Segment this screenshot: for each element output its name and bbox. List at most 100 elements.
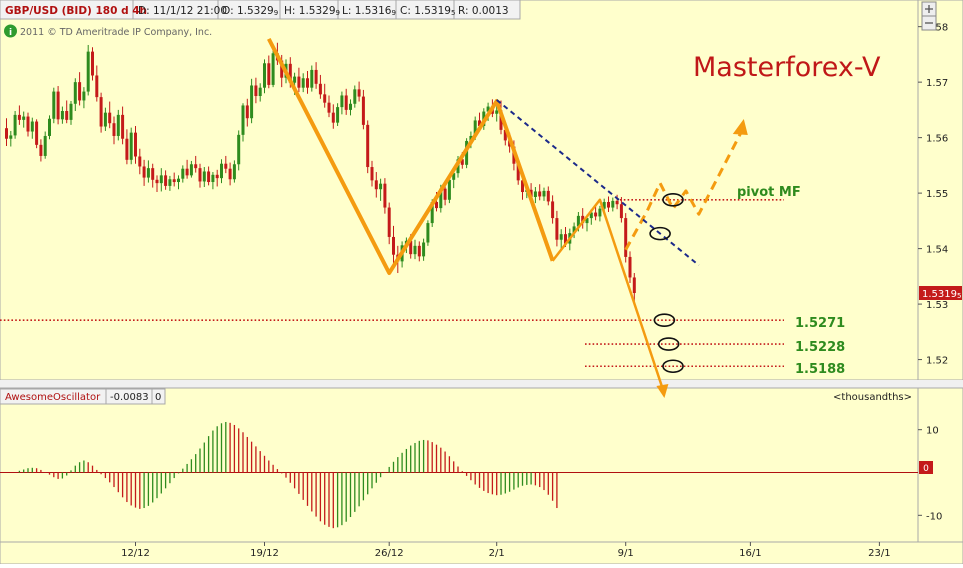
candle-body: [30, 121, 34, 132]
candle-body: [624, 218, 628, 257]
time-tick-label: 23/1: [868, 548, 890, 559]
candle-body: [65, 110, 69, 120]
candle-body: [185, 168, 189, 176]
candle-body: [211, 174, 215, 183]
candle-body: [301, 78, 305, 88]
candle-body: [383, 183, 387, 208]
candle-body: [533, 191, 537, 198]
candle-body: [189, 164, 193, 176]
candle-body: [91, 51, 94, 76]
candle-body: [607, 201, 610, 208]
candle-body: [349, 103, 352, 110]
copyright-text: 2011 © TD Ameritrade IP Company, Inc.: [20, 27, 212, 38]
candle-body: [5, 128, 8, 139]
time-tick-label: 19/12: [250, 548, 279, 559]
candle-body: [306, 78, 309, 88]
candle-body: [78, 82, 82, 101]
zoom-buttons[interactable]: [921, 1, 937, 31]
candle-body: [82, 91, 86, 101]
panel-separator: [0, 380, 963, 388]
price-tick-label: 1.55: [926, 189, 948, 200]
candle-body: [86, 51, 90, 92]
candle-body: [344, 95, 348, 110]
level-marker-ellipse: [657, 337, 680, 351]
candle-body: [288, 63, 292, 83]
candle-body: [327, 102, 331, 113]
oscillator-value: -0.0083: [110, 392, 149, 403]
candle-body: [594, 212, 598, 217]
candle-body: [602, 201, 606, 209]
price-tick-label: 1.53: [926, 300, 948, 311]
level-label-1: 1.5271: [795, 316, 845, 331]
candle-body: [598, 208, 602, 217]
candle-body: [585, 218, 589, 224]
candle-body: [469, 135, 473, 141]
candle-body: [22, 116, 26, 120]
candle-body: [293, 76, 297, 83]
candle-body: [198, 168, 202, 182]
price-tick-label: 1.57: [926, 78, 948, 89]
candle-body: [168, 179, 172, 186]
candle-body: [323, 94, 327, 103]
candle-body: [426, 223, 430, 243]
candle-body: [361, 96, 365, 125]
price-axis: [917, 0, 963, 381]
candle-body: [129, 132, 133, 160]
candle-body: [392, 236, 395, 255]
candle-body: [69, 103, 73, 120]
candle-body: [228, 168, 232, 180]
candle-body: [336, 107, 340, 123]
candle-body: [60, 110, 64, 120]
trend-line: [496, 99, 700, 267]
candle-body: [112, 123, 116, 136]
candle-body: [134, 132, 137, 157]
candle-body: [254, 85, 258, 97]
candle-body: [232, 164, 236, 180]
oscillator-zero: 0: [155, 392, 161, 403]
symbol-label[interactable]: GBP/USD (BID) 180 d 4h: [5, 5, 147, 17]
candle-body: [297, 76, 301, 88]
wave-continuation: [551, 198, 666, 395]
candle-body: [271, 53, 275, 85]
candle-body: [572, 226, 576, 234]
candle-body: [628, 256, 632, 278]
projection-path: [624, 130, 744, 251]
candle-body: [172, 179, 176, 183]
candle-body: [116, 114, 120, 136]
candle-body: [245, 105, 249, 119]
info-icon[interactable]: i: [4, 24, 17, 39]
candle-body: [314, 69, 318, 84]
time-tick-label: 12/12: [121, 548, 150, 559]
candle-body: [417, 245, 421, 257]
candle-body: [56, 91, 60, 120]
level-marker-ellipse: [653, 313, 676, 327]
date-label: D: 11/1/12 21:00: [138, 5, 227, 17]
projection-arrowhead: [732, 118, 748, 135]
candle-body: [521, 180, 524, 193]
level-marker-ellipse: [662, 192, 684, 207]
candle-body: [422, 242, 426, 257]
candle-body: [125, 138, 129, 160]
candle-body: [473, 120, 477, 136]
candle-body: [318, 83, 322, 95]
price-tick-label: 1.52: [926, 356, 948, 367]
wave-main: [267, 37, 555, 276]
candle-body: [48, 118, 51, 136]
candle-body: [99, 97, 103, 127]
time-tick-label: 9/1: [618, 548, 634, 559]
candle-body: [146, 168, 150, 178]
candle-body: [43, 135, 47, 156]
header-bar: [0, 0, 521, 20]
oscillator-header: [0, 388, 166, 405]
candle-body: [435, 201, 438, 209]
oscillator-name[interactable]: AwesomeOscillator: [5, 392, 101, 403]
candle-body: [559, 234, 563, 240]
candle-body: [439, 188, 443, 209]
candle-body: [267, 63, 271, 85]
candle-body: [151, 168, 155, 180]
oscillator-panel: [0, 387, 919, 543]
candle-body: [564, 234, 567, 244]
candle-body: [452, 173, 456, 180]
candle-body: [220, 163, 223, 179]
